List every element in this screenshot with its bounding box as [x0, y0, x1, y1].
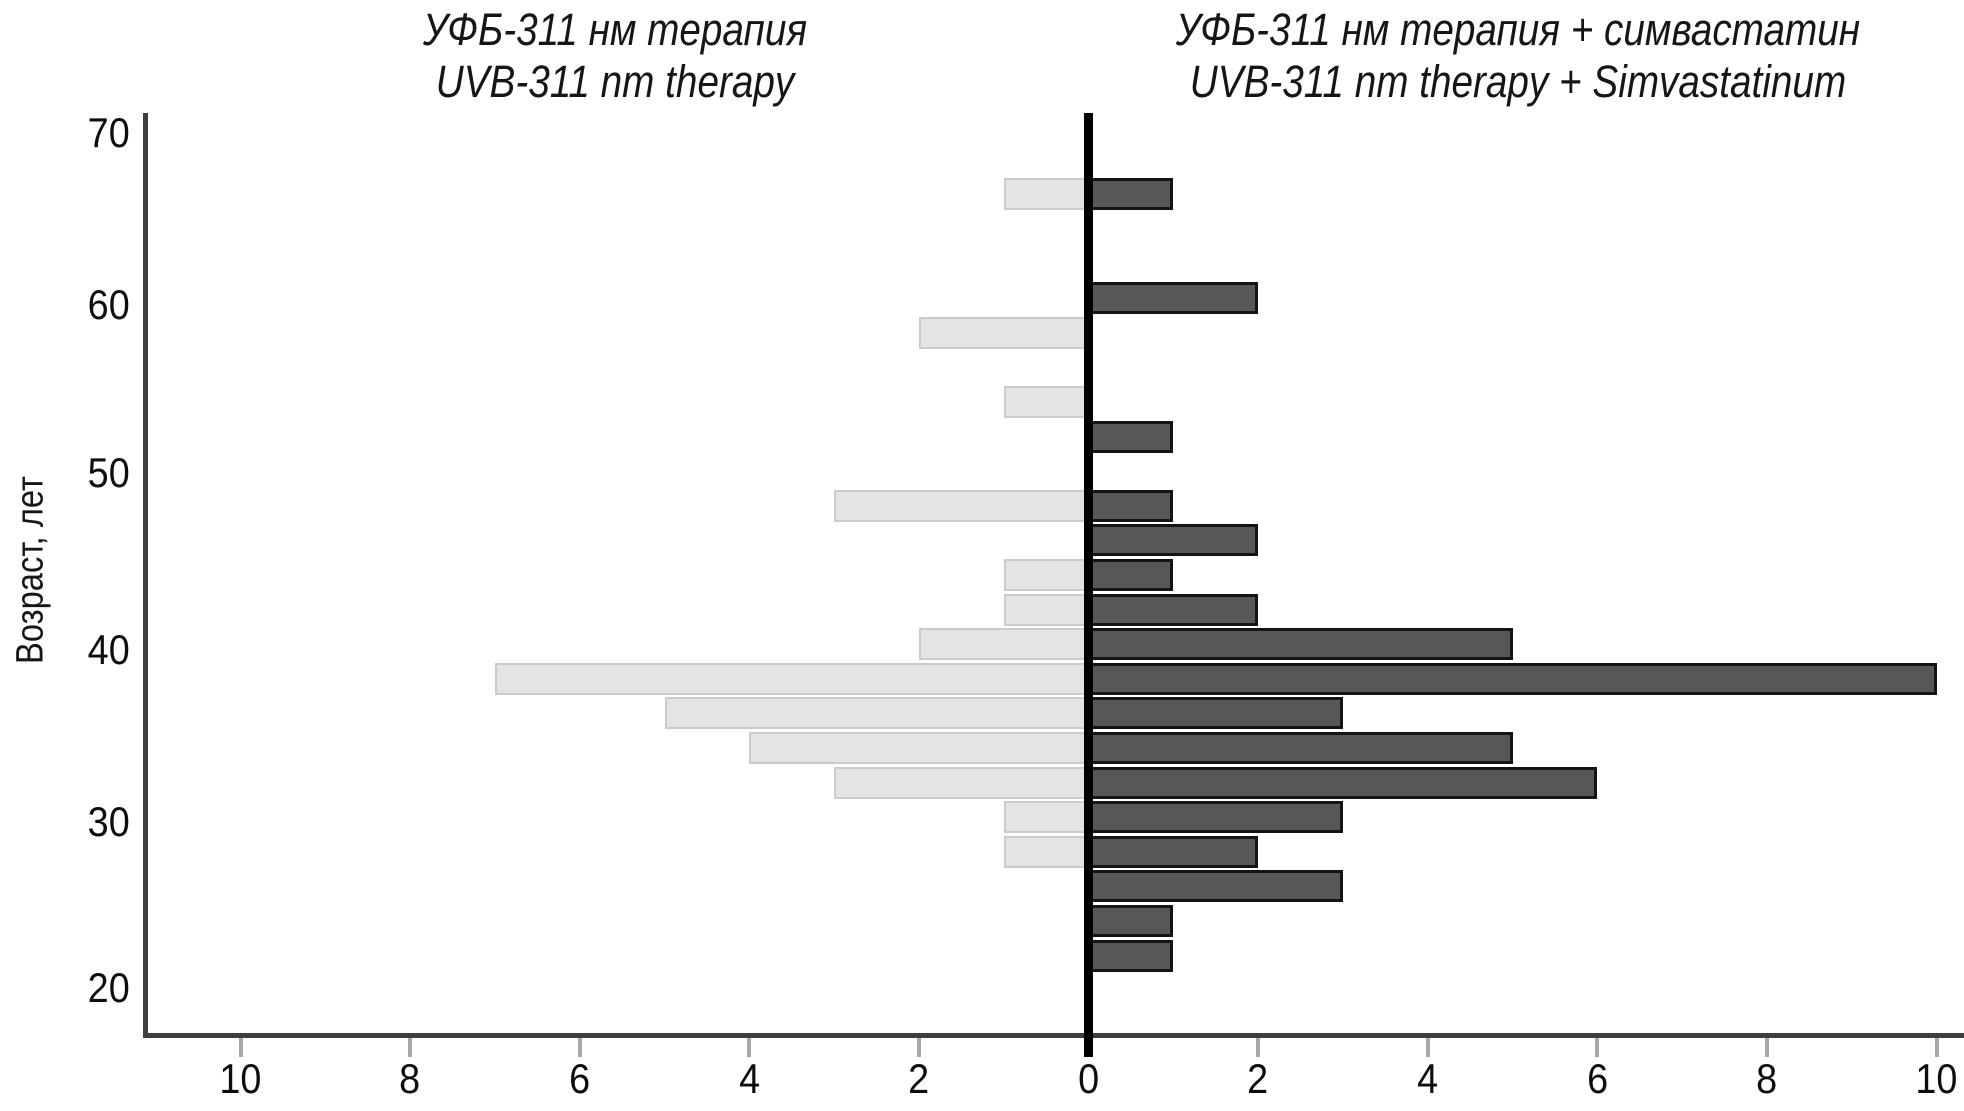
y-tick-label-text: 60 [87, 281, 130, 328]
bar-right-age-22 [1088, 939, 1174, 972]
zero-baseline [1084, 113, 1093, 1057]
x-tick-label-text: 0 [1077, 1055, 1100, 1102]
x-tick-mark [238, 1038, 243, 1057]
y-tick-label: 40 [38, 625, 130, 675]
right-title-en: UVB-311 nm therapy + Simvastatinum [1189, 56, 1847, 107]
y-tick-label-text: 70 [87, 109, 130, 156]
x-tick-label-text: 8 [1756, 1055, 1778, 1102]
y-tick-label-text: 30 [87, 798, 130, 845]
y-tick-label: 50 [38, 448, 130, 498]
x-tick-mark [747, 1038, 752, 1057]
x-tick-label-text: 4 [1417, 1055, 1439, 1102]
bar-left-age-58 [918, 316, 1089, 349]
bar-left-age-44 [1003, 558, 1089, 591]
bar-right-age-24 [1088, 904, 1174, 937]
bar-right-age-48 [1088, 489, 1174, 522]
bar-right-age-30 [1088, 801, 1343, 834]
bar-right-age-28 [1088, 835, 1259, 868]
bar-right-age-40 [1088, 628, 1513, 661]
bar-right-age-66 [1088, 178, 1174, 211]
left-title-ru: УФБ-311 нм терапия [422, 4, 808, 55]
bar-right-age-32 [1088, 766, 1598, 799]
y-tick-label-text: 50 [87, 449, 130, 496]
y-tick-label: 70 [38, 108, 130, 158]
bar-left-age-38 [494, 662, 1089, 695]
right-title-ru: УФБ-311 нм терапия + симвастатин [1175, 4, 1861, 55]
bar-left-age-30 [1003, 801, 1089, 834]
bar-right-age-36 [1088, 697, 1343, 730]
x-tick-mark [1256, 1038, 1261, 1057]
bar-left-age-34 [749, 731, 1089, 764]
x-tick-label: 8 [1707, 1056, 1827, 1102]
y-tick-label-text: 40 [87, 626, 130, 673]
x-tick-label: 10 [181, 1056, 301, 1102]
y-tick-label-text: 20 [87, 964, 130, 1011]
x-tick-label: 4 [689, 1056, 809, 1102]
x-tick-mark [408, 1038, 413, 1057]
x-tick-label-text: 10 [1915, 1055, 1958, 1102]
bar-left-age-54 [1003, 385, 1089, 418]
y-tick-label: 60 [38, 280, 130, 330]
x-tick-label-text: 4 [738, 1055, 760, 1102]
x-tick-label-text: 2 [1247, 1055, 1269, 1102]
bar-right-age-26 [1088, 870, 1343, 903]
x-tick-label-text: 10 [219, 1055, 262, 1102]
y-axis-line [143, 113, 148, 1038]
x-tick-label: 0 [1029, 1056, 1149, 1102]
x-tick-label: 2 [1198, 1056, 1318, 1102]
left-panel-title: УФБ-311 нм терапия UVB-311 nm therapy [265, 4, 965, 108]
bar-right-age-42 [1088, 593, 1259, 626]
x-tick-label: 6 [1537, 1056, 1657, 1102]
bar-left-age-32 [834, 766, 1089, 799]
x-tick-label-text: 6 [1586, 1055, 1608, 1102]
bar-right-age-60 [1088, 282, 1259, 315]
y-tick-label: 20 [38, 963, 130, 1013]
bar-left-age-66 [1003, 178, 1089, 211]
x-tick-mark [1595, 1038, 1600, 1057]
x-tick-label-text: 2 [908, 1055, 930, 1102]
bar-left-age-36 [664, 697, 1089, 730]
x-tick-mark [1764, 1038, 1769, 1057]
bar-right-age-44 [1088, 558, 1174, 591]
x-tick-label-text: 6 [569, 1055, 591, 1102]
bar-left-age-28 [1003, 835, 1089, 868]
left-title-en: UVB-311 nm therapy [435, 56, 795, 107]
x-tick-mark [1425, 1038, 1430, 1057]
bar-right-age-38 [1088, 662, 1937, 695]
x-tick-label: 8 [350, 1056, 470, 1102]
right-panel-title: УФБ-311 нм терапия + симвастатин UVB-311… [1068, 4, 1964, 108]
x-axis-line [143, 1033, 1964, 1038]
bar-left-age-40 [918, 628, 1089, 661]
bar-right-age-46 [1088, 524, 1259, 557]
x-tick-label: 2 [859, 1056, 979, 1102]
bar-right-age-52 [1088, 420, 1174, 453]
x-tick-label: 10 [1877, 1056, 1964, 1102]
bar-right-age-34 [1088, 731, 1513, 764]
y-tick-label: 30 [38, 797, 130, 847]
x-tick-mark [1934, 1038, 1939, 1057]
bar-left-age-42 [1003, 593, 1089, 626]
x-tick-mark [916, 1038, 921, 1057]
x-tick-mark [577, 1038, 582, 1057]
x-tick-label-text: 8 [399, 1055, 421, 1102]
x-tick-label: 4 [1368, 1056, 1488, 1102]
bar-left-age-48 [834, 489, 1089, 522]
x-tick-label: 6 [520, 1056, 640, 1102]
